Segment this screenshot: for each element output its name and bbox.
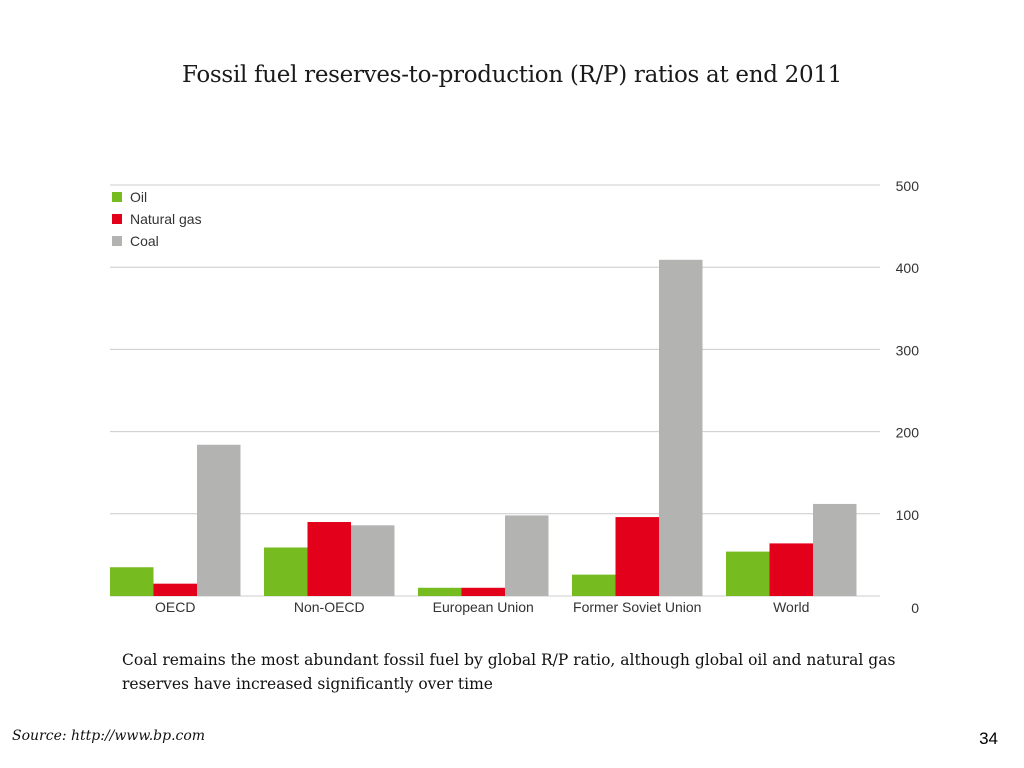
legend-swatch — [112, 236, 122, 246]
bar-oil-non-oecd — [264, 547, 308, 596]
y-tick-label: 300 — [896, 342, 920, 358]
x-tick-label: European Union — [433, 599, 534, 615]
bar-natural-gas-former-soviet-union — [615, 517, 659, 596]
y-tick-label: 200 — [896, 425, 920, 441]
bar-oil-former-soviet-union — [572, 574, 616, 596]
source-note: Source: http://www.bp.com — [12, 728, 206, 744]
y-axis-ticks: 0 100 200 300 400 500 — [896, 178, 920, 616]
bar-oil-european-union — [418, 587, 462, 596]
legend-label: Natural gas — [130, 211, 202, 227]
x-axis-ticks: OECD Non-OECD European Union Former Soviet … — [155, 599, 809, 615]
x-tick-label: World — [773, 599, 809, 615]
legend: Oil Natural gas Coal — [112, 189, 202, 249]
bar-coal-former-soviet-union — [659, 259, 703, 596]
caption: Coal remains the most abundant fossil fu… — [122, 651, 896, 693]
legend-label: Coal — [130, 233, 159, 249]
bar-coal-oecd — [197, 444, 241, 596]
legend-swatch — [112, 214, 122, 224]
bars — [110, 259, 857, 596]
x-tick-label: OECD — [155, 599, 195, 615]
y-tick-label: 500 — [896, 178, 920, 194]
y-tick-label: 100 — [896, 507, 920, 523]
bar-oil-oecd — [110, 567, 154, 596]
x-tick-label: Non-OECD — [294, 599, 365, 615]
bar-natural-gas-european-union — [461, 587, 505, 596]
bar-natural-gas-oecd — [153, 583, 197, 596]
y-tick-label: 400 — [896, 260, 920, 276]
legend-label: Oil — [130, 189, 147, 205]
page-number: 34 — [979, 729, 998, 748]
bar-coal-european-union — [505, 515, 549, 596]
bar-oil-world — [726, 551, 770, 596]
bar-natural-gas-world — [769, 543, 813, 596]
legend-swatch — [112, 192, 122, 202]
y-tick-label: 0 — [911, 600, 919, 616]
bar-coal-non-oecd — [351, 525, 395, 596]
x-tick-label: Former Soviet Union — [573, 599, 701, 615]
slide-title: Fossil fuel reserves-to-production (R/P)… — [181, 62, 842, 88]
bar-natural-gas-non-oecd — [307, 522, 351, 596]
bar-coal-world — [813, 503, 857, 596]
